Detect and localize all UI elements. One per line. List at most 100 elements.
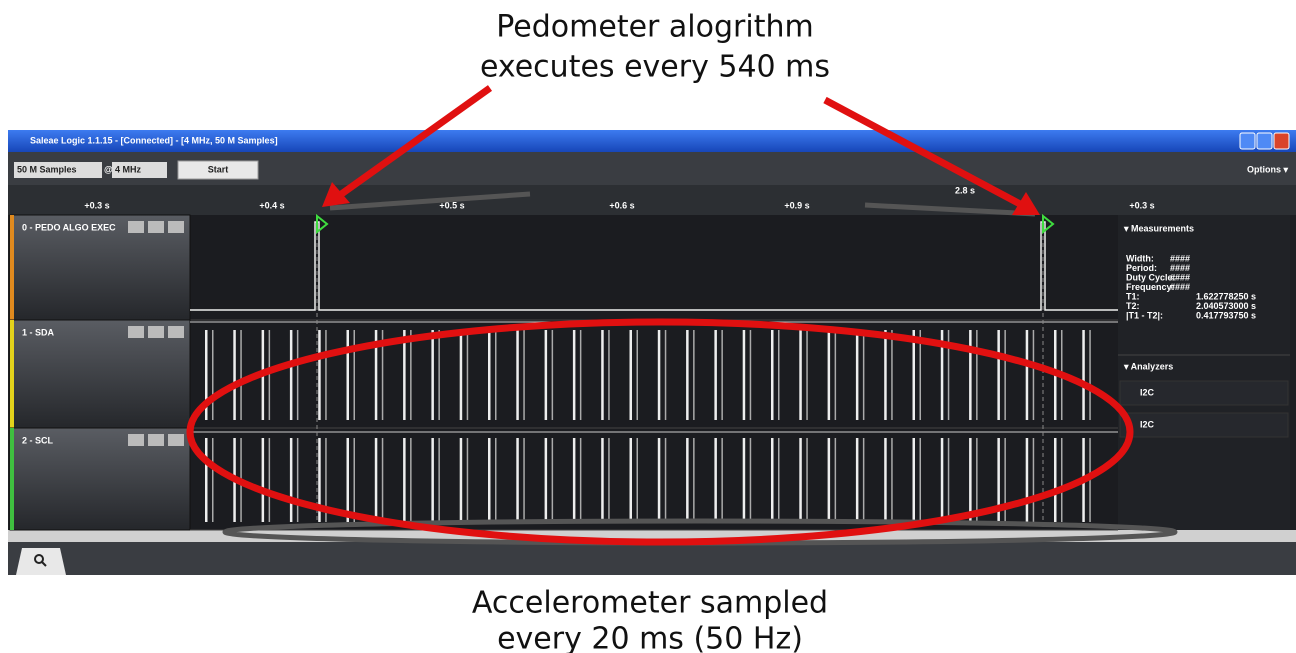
trace-pulse (856, 330, 859, 420)
trace-pulse (1004, 330, 1006, 420)
trace-pulse (1033, 438, 1035, 522)
channel-button[interactable] (168, 434, 184, 446)
trace-pulse (382, 438, 384, 522)
trace-pulse (212, 438, 214, 522)
time-label: +0.3 s (1129, 200, 1154, 210)
trace-pulse (495, 438, 497, 522)
trace-pulse (573, 330, 576, 420)
trace-pulse (608, 330, 610, 420)
trace-pulse (488, 330, 491, 420)
trace-pulse (835, 438, 837, 522)
trace-pulse (347, 438, 350, 522)
channel-name: 2 - SCL (22, 435, 54, 445)
trace-pulse (721, 330, 723, 420)
channel-button[interactable] (128, 221, 144, 233)
trace-pulse (771, 330, 774, 420)
channel-button[interactable] (128, 326, 144, 338)
trace-pulse (318, 330, 321, 420)
trace-pulse (580, 438, 582, 522)
channel-button[interactable] (148, 434, 164, 446)
trace-pulse (573, 438, 576, 522)
measurement-label: T2: (1126, 301, 1140, 311)
trace-pulse (601, 438, 604, 522)
samples-label: 50 M Samples (17, 164, 77, 174)
trace-pulse (863, 330, 865, 420)
channel-color (10, 428, 14, 530)
trace-pulse (1026, 438, 1029, 522)
minimize-button[interactable] (1240, 133, 1255, 149)
time-label: 2.8 s (955, 185, 975, 195)
trace-pulse (601, 330, 604, 420)
channel-button[interactable] (168, 221, 184, 233)
analyzer-name: I2C (1140, 387, 1155, 397)
trace-pulse (630, 438, 633, 522)
trace-pulse (431, 330, 434, 420)
trace-pulse (771, 438, 774, 522)
time-label: +0.6 s (609, 200, 634, 210)
annotation-bottom: Accelerometer sampled (472, 586, 828, 621)
trace-pulse (948, 438, 950, 522)
measurement-label: Period: (1126, 263, 1157, 273)
trace-pulse (438, 330, 440, 420)
trace-pulse (608, 438, 610, 522)
trace-pulse (297, 438, 299, 522)
measurement-value: #### (1170, 272, 1190, 282)
channel-button[interactable] (148, 221, 164, 233)
trace-pulse (545, 330, 548, 420)
close-button[interactable] (1274, 133, 1289, 149)
trace-pulse (354, 438, 356, 522)
trace-pulse (1089, 330, 1091, 420)
trace-pulse (913, 438, 916, 522)
trace-pulse (410, 438, 412, 522)
trace-pulse (714, 438, 717, 522)
measurement-label: |T1 - T2|: (1126, 310, 1163, 320)
trace-pulse (1026, 330, 1029, 420)
trace-pulse (460, 330, 463, 420)
trace-pulse (891, 438, 893, 522)
trace-pulse (467, 438, 469, 522)
trace-pulse (403, 330, 406, 420)
trace-pulse (721, 438, 723, 522)
trace-pulse (523, 438, 525, 522)
channel-button[interactable] (148, 326, 164, 338)
start-label: Start (208, 164, 229, 174)
options-button[interactable]: Options ▾ (1247, 164, 1288, 174)
rate-label: 4 MHz (115, 164, 142, 174)
measurement-label: T1: (1126, 291, 1140, 301)
trace-pulse (630, 330, 633, 420)
trace-pulse (806, 438, 808, 522)
measurement-value: 2.040573000 s (1196, 301, 1256, 311)
trace-pulse (262, 438, 265, 522)
trace-pulse (743, 330, 746, 420)
trace-pulse (693, 330, 695, 420)
channel-button[interactable] (168, 326, 184, 338)
trace-pulse (375, 438, 378, 522)
channel-color (10, 320, 14, 428)
trace-pulse (637, 330, 639, 420)
measurement-label: Duty Cycle: (1126, 272, 1176, 282)
trace-pulse (693, 438, 695, 522)
trace-pulse (863, 438, 865, 522)
measurement-label: Frequency: (1126, 282, 1175, 292)
measurement-value: #### (1170, 253, 1190, 263)
trace-pulse (410, 330, 412, 420)
measurement-value: 0.417793750 s (1196, 310, 1256, 320)
trace-pulse (233, 330, 236, 420)
panel-title: ▾ Measurements (1123, 223, 1194, 233)
trace-pulse (913, 330, 916, 420)
trace-pulse (714, 330, 717, 420)
trace-pulse (403, 438, 406, 522)
channel-color (10, 215, 14, 320)
trace-pulse (552, 438, 554, 522)
channel-name: 1 - SDA (22, 327, 55, 337)
trace-pulse (799, 438, 802, 522)
channel-button[interactable] (128, 434, 144, 446)
trace-pulse (658, 330, 661, 420)
page: Pedometer alogrithm executes every 540 m… (0, 0, 1296, 653)
trace-pulse (976, 438, 978, 522)
trace-pulse (523, 330, 525, 420)
trace-pulse (205, 438, 208, 522)
trace-pulse (976, 330, 978, 420)
trace-pulse (467, 330, 469, 420)
maximize-button[interactable] (1257, 133, 1272, 149)
